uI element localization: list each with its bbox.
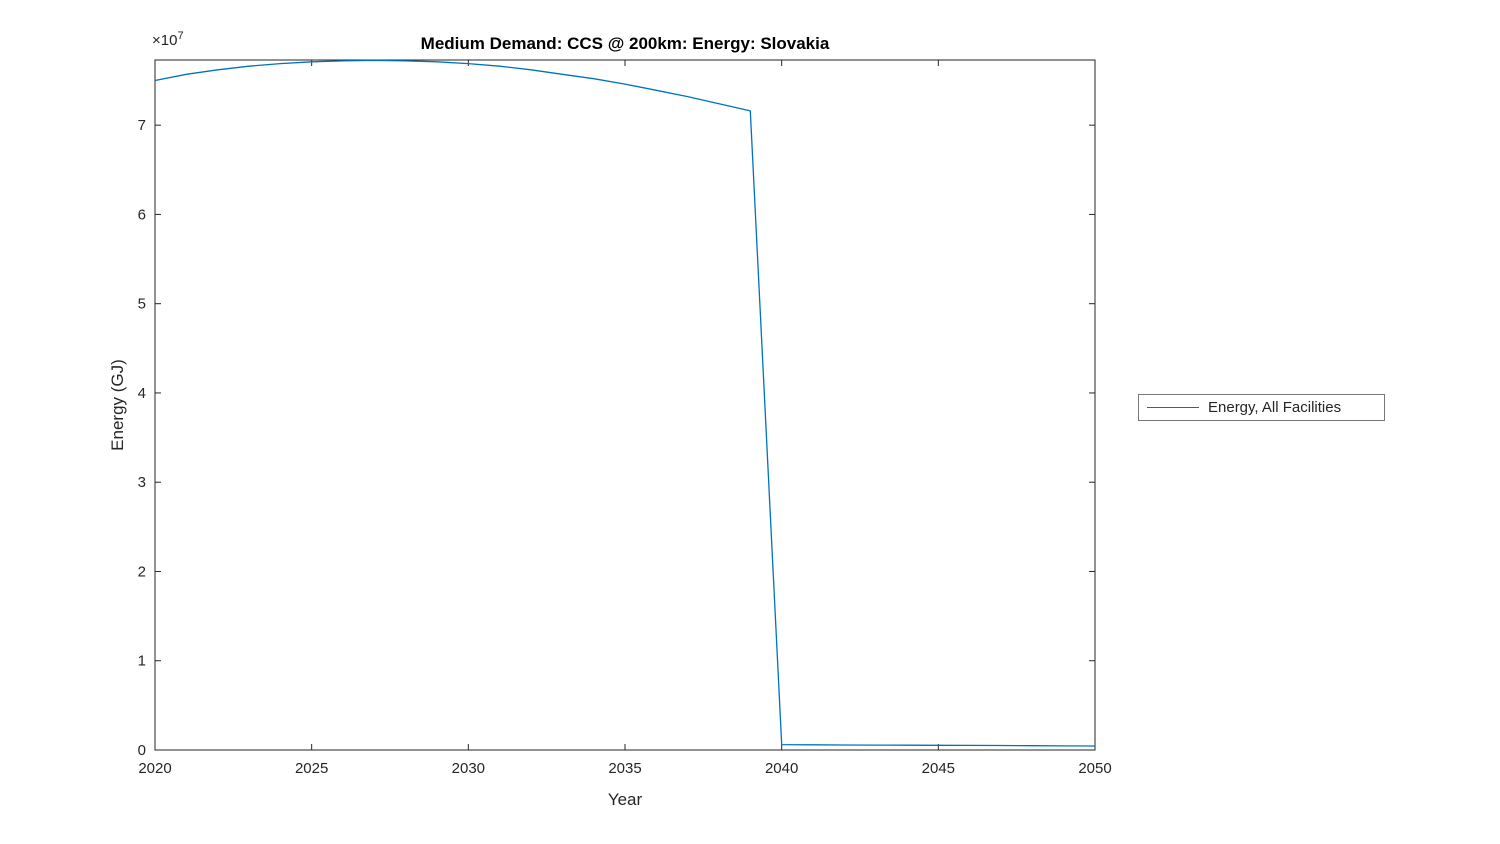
y-tick-label: 5: [138, 296, 146, 313]
y-tick-label: 4: [138, 385, 146, 402]
y-axis-multiplier: ×107: [152, 30, 184, 49]
y-axis-multiplier-exp: 7: [177, 30, 184, 42]
legend-label: Energy, All Facilities: [1208, 399, 1342, 416]
x-tick-label: 2045: [922, 760, 955, 777]
y-tick-label: 7: [138, 117, 146, 134]
x-tick-label: 2035: [608, 760, 641, 777]
axes-box: [154, 59, 1096, 751]
legend-line-sample: [1147, 407, 1199, 408]
y-tick-label: 6: [138, 206, 146, 223]
energy-line: [154, 59, 1096, 747]
x-axis-label: Year: [607, 790, 643, 809]
y-tick-label: 3: [138, 474, 146, 491]
y-axis-label: Energy (GJ): [108, 359, 127, 451]
y-tick-label: 2: [138, 563, 146, 580]
y-tick-label: 1: [138, 653, 146, 670]
y-axis-multiplier-base: ×10: [152, 32, 178, 49]
x-tick-label: 2025: [295, 760, 328, 777]
x-tick-label: 2040: [765, 760, 798, 777]
y-tick-label: 0: [138, 742, 146, 759]
legend-box: Energy, All Facilities: [1138, 394, 1385, 421]
x-tick-label: 2050: [1078, 760, 1111, 777]
chart-title: Medium Demand: CCS @ 200km: Energy: Slov…: [420, 34, 830, 53]
x-tick-label: 2020: [138, 760, 171, 777]
x-tick-label: 2030: [452, 760, 485, 777]
